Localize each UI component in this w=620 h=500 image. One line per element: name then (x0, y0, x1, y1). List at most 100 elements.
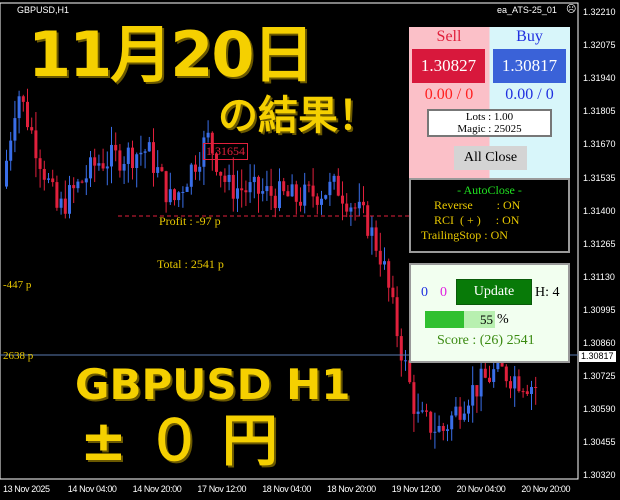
candle-body (467, 405, 470, 414)
candle-body (336, 175, 340, 196)
candle-body (294, 184, 298, 202)
count-blue: 0 (421, 285, 428, 300)
candle-body (370, 227, 374, 236)
candle-body (353, 207, 357, 209)
candle-body (425, 410, 428, 412)
score-label: Score : (26) 2541 (437, 333, 535, 348)
time-tick: 17 Nov 12:00 (197, 484, 247, 494)
candle-body (261, 191, 265, 194)
candle-body (26, 101, 29, 128)
progress-bar: 55 (425, 311, 495, 328)
candle-body (441, 425, 445, 431)
all-close-button[interactable]: All Close (454, 146, 527, 170)
candle-body (475, 385, 479, 397)
candle-body (42, 168, 46, 180)
candle-body (328, 181, 332, 196)
candle-body (530, 386, 533, 394)
candle-body (437, 425, 441, 432)
candle-body (395, 297, 399, 337)
lots-magic-box: Lots : 1.00 Magic : 25025 (427, 109, 552, 137)
candle-body (349, 207, 353, 212)
candle-body (63, 198, 67, 214)
candle-body (9, 140, 13, 161)
candle-body (152, 142, 155, 173)
candle-body (156, 167, 160, 173)
candle-body (299, 201, 302, 206)
price-tick: 1.31805 (583, 106, 616, 117)
candles (5, 88, 538, 449)
candle-body (185, 186, 189, 192)
candle-body (362, 201, 365, 206)
price-tick: 1.30995 (583, 304, 616, 315)
symbol-label: GBPUSD,H1 (17, 5, 70, 15)
current-price-tag: 1.30817 (579, 351, 616, 362)
candle-body (332, 175, 336, 182)
autoclose-panel: - AutoClose - Reverse : ON RCI ( + ) : O… (409, 178, 570, 253)
autoclose-title: - AutoClose - (457, 183, 522, 197)
candle-body (290, 184, 294, 197)
sell-button[interactable]: 1.30827 (412, 49, 485, 83)
candle-body (139, 152, 143, 155)
candle-body (38, 158, 42, 169)
candle-body (509, 381, 512, 389)
time-tick: 18 Nov 20:00 (327, 484, 376, 494)
candle-body (278, 181, 281, 209)
candle-body (13, 118, 17, 141)
candle-body (513, 376, 517, 389)
magic-value: Magic : 25025 (457, 123, 522, 135)
score-panel: 0 0 Update H: 4 55 % Score : (26) 2541 (409, 263, 570, 363)
update-button[interactable]: Update (456, 279, 532, 305)
h-value: H: 4 (535, 285, 560, 300)
candle-body (55, 182, 59, 208)
price-tick: 1.31400 (583, 205, 616, 216)
candle-body (198, 166, 202, 172)
candle-body (47, 178, 50, 180)
candle-body (282, 181, 286, 192)
candle-body (408, 360, 412, 383)
candle-body (97, 163, 101, 166)
candle-body (34, 130, 38, 159)
candle-body (265, 186, 269, 192)
time-tick: 20 Nov 04:00 (456, 484, 506, 494)
candle-body (525, 391, 529, 394)
autoclose-rci: RCI ( + ) : ON (434, 213, 520, 227)
candle-body (126, 147, 130, 164)
candle-body (80, 181, 84, 183)
candle-body (21, 96, 25, 102)
candle-body (433, 431, 437, 433)
candle-body (504, 366, 508, 382)
time-tick: 14 Nov 04:00 (67, 484, 117, 494)
candle-body (248, 182, 252, 193)
candle-body (84, 178, 88, 183)
price-tag: 1.31654 (203, 143, 248, 160)
candle-body (76, 181, 80, 189)
candle-body (89, 157, 92, 179)
candle-body (244, 190, 248, 193)
price-tick: 1.31940 (583, 73, 616, 84)
candle-body (206, 132, 210, 138)
candle-body (252, 176, 256, 183)
price-tick: 1.31535 (583, 172, 616, 183)
buy-position: 0.00 / 0 (505, 86, 554, 103)
buy-button[interactable]: 1.30817 (493, 49, 566, 83)
trade-panel: Sell Buy 1.30827 1.30817 0.00 / 0 0.00 /… (409, 27, 570, 178)
candle-body (223, 175, 227, 182)
total-label: Total : 2541 p (157, 257, 224, 271)
price-tick: 1.30725 (583, 371, 616, 382)
price-tick: 1.32210 (583, 7, 616, 17)
candle-body (458, 406, 462, 420)
price-tick: 1.30320 (583, 470, 616, 481)
candle-body (307, 184, 311, 186)
candle-body (315, 196, 319, 205)
candle-body (311, 185, 315, 197)
price-tick: 1.31130 (583, 271, 615, 282)
candle-body (273, 195, 277, 209)
candle-body (164, 171, 168, 203)
candle-body (215, 153, 218, 172)
candle-body (147, 142, 151, 152)
candle-body (404, 360, 407, 362)
candle-body (236, 188, 239, 199)
sell-position: 0.00 / 0 (424, 86, 474, 103)
candle-body (93, 157, 97, 166)
